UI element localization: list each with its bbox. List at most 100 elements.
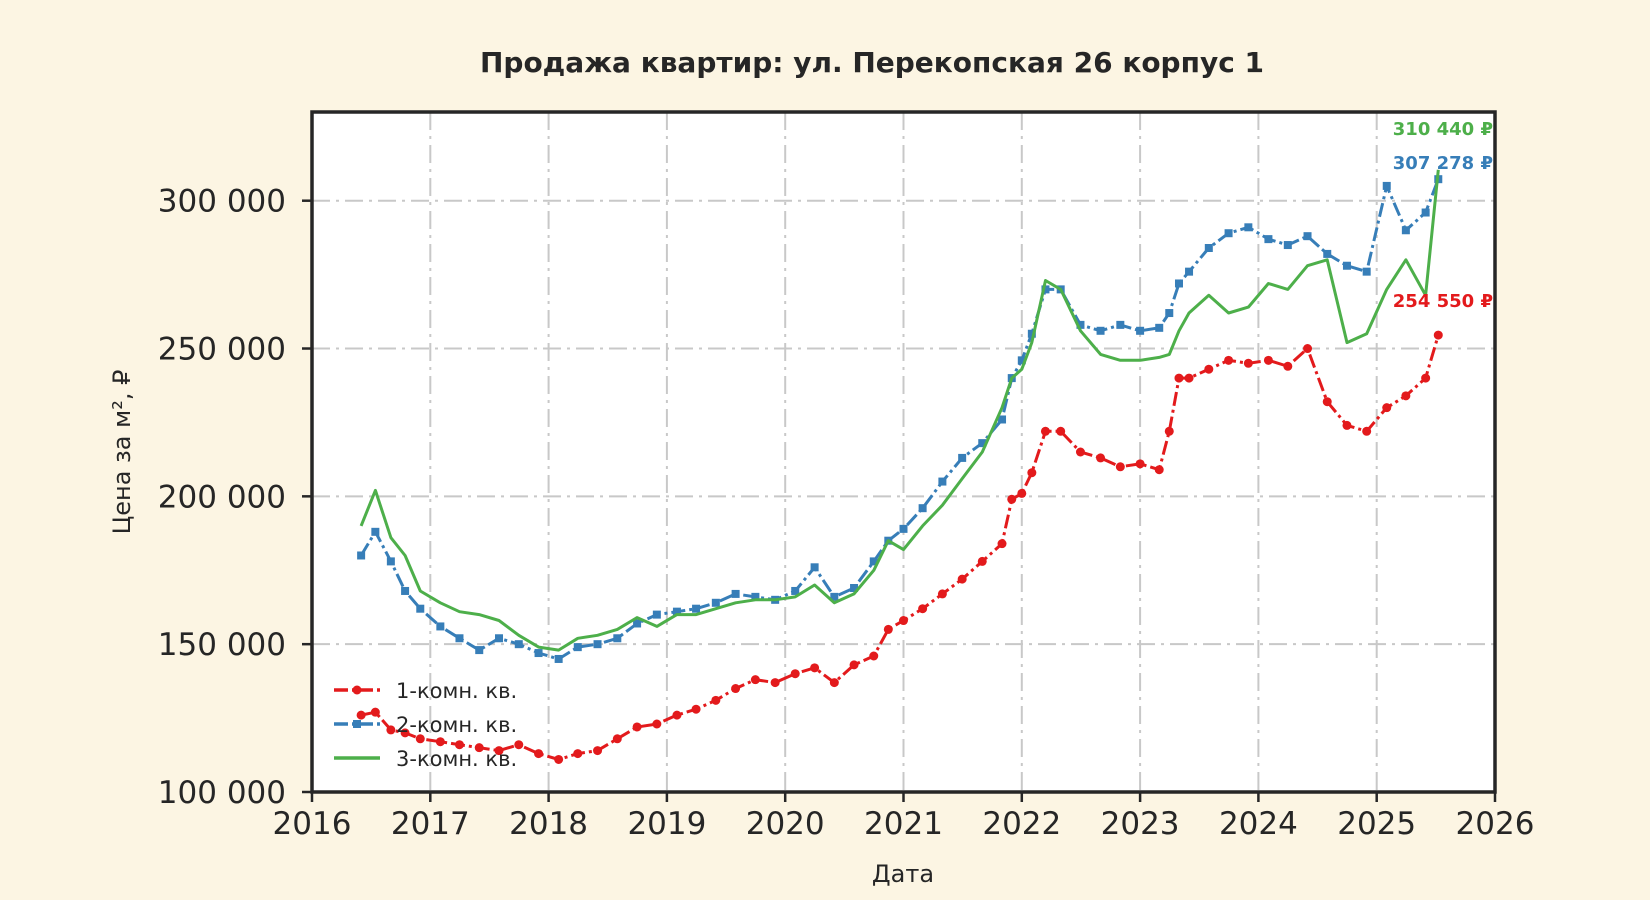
point-2-room <box>1017 356 1026 365</box>
point-1-room <box>1224 355 1234 365</box>
point-2-room <box>386 557 395 566</box>
series-line-3-room <box>359 169 1440 652</box>
y-tick-label: 200 000 <box>158 479 286 515</box>
point-1-room <box>386 725 396 735</box>
point-1-room <box>1204 364 1214 374</box>
point-1-room <box>632 722 642 732</box>
point-1-room <box>534 749 544 759</box>
x-tick-label: 2025 <box>1337 806 1416 842</box>
point-1-room <box>1283 361 1293 371</box>
point-1-room <box>1115 462 1125 472</box>
point-1-room <box>1322 397 1332 407</box>
x-tick-label: 2023 <box>1101 806 1180 842</box>
point-2-room <box>978 439 987 448</box>
y-tick-label: 100 000 <box>158 775 286 811</box>
point-1-room <box>1401 391 1411 401</box>
point-2-room <box>1283 241 1292 250</box>
point-1-room <box>1174 373 1184 383</box>
point-1-room <box>1154 465 1164 475</box>
point-2-room <box>357 551 366 560</box>
end-label-1-room: 254 550 ₽ <box>1393 291 1493 312</box>
point-2-room <box>1401 226 1410 235</box>
point-1-room <box>1017 488 1027 498</box>
point-1-room <box>1433 330 1443 340</box>
x-tick-label: 2020 <box>746 806 825 842</box>
point-1-room <box>869 651 879 661</box>
point-1-room <box>731 684 741 694</box>
point-2-room <box>1382 181 1391 190</box>
x-tick-label: 2019 <box>627 806 706 842</box>
point-1-room <box>370 707 380 717</box>
point-2-room <box>436 622 445 631</box>
point-1-room <box>1303 344 1313 354</box>
point-2-room <box>1303 232 1312 241</box>
axis-ticks: 2016 2017 2018 2019 2020 2021 2022 2023 2024 2025… <box>158 184 1535 842</box>
point-2-room <box>1027 329 1036 338</box>
point-1-room <box>957 574 967 584</box>
point-1-room <box>435 737 445 747</box>
point-2-room <box>455 634 464 643</box>
point-1-room <box>652 719 662 729</box>
point-1-room <box>494 746 504 756</box>
point-2-room <box>1116 320 1125 329</box>
point-1-room <box>977 556 987 566</box>
point-1-room <box>1382 403 1392 413</box>
point-2-room <box>869 557 878 566</box>
point-1-room <box>1164 426 1174 436</box>
point-2-room <box>692 604 701 613</box>
point-2-room <box>1244 223 1253 232</box>
point-2-room <box>416 604 425 613</box>
point-1-room <box>1243 358 1253 368</box>
point-1-room <box>937 589 947 599</box>
point-1-room <box>918 604 928 614</box>
point-2-room <box>514 640 523 649</box>
point-2-room <box>899 524 908 533</box>
point-2-room <box>652 610 661 619</box>
x-tick-label: 2024 <box>1219 806 1298 842</box>
point-1-room <box>883 624 893 634</box>
point-2-room <box>1165 309 1174 318</box>
point-2-room <box>791 586 800 595</box>
point-1-room <box>1421 373 1431 383</box>
point-1-room <box>810 663 820 673</box>
point-1-room <box>612 734 622 744</box>
y-tick-label: 250 000 <box>158 332 286 368</box>
point-2-room <box>810 563 819 572</box>
point-2-room <box>475 646 484 655</box>
point-1-room <box>691 704 701 714</box>
point-2-room <box>593 640 602 649</box>
point-1-room <box>997 539 1007 549</box>
x-tick-label: 2026 <box>1456 806 1535 842</box>
x-tick-label: 2022 <box>982 806 1061 842</box>
point-2-room <box>554 654 563 663</box>
point-1-room <box>899 616 908 626</box>
point-2-room <box>1323 249 1332 258</box>
point-2-room <box>1041 285 1050 294</box>
end-label-2-room: 307 278 ₽ <box>1393 153 1493 174</box>
point-2-room <box>1204 244 1213 252</box>
point-1-room <box>400 728 410 738</box>
x-tick-label: 2021 <box>864 806 943 842</box>
point-2-room <box>998 415 1007 424</box>
y-tick-label: 300 000 <box>158 184 286 220</box>
y-axis-label: Цена за м², ₽ <box>108 370 136 535</box>
point-1-room <box>672 710 682 720</box>
series-layer <box>356 169 1443 764</box>
legend-label-1-room: 1-комн. кв. <box>396 679 517 703</box>
point-2-room <box>1096 326 1105 335</box>
point-2-room <box>1076 320 1085 329</box>
point-1-room <box>711 695 721 705</box>
point-1-room <box>1056 426 1066 436</box>
point-2-room <box>830 592 839 601</box>
point-2-room <box>613 634 622 643</box>
point-1-room <box>1135 459 1145 469</box>
point-2-room <box>1185 267 1194 276</box>
point-2-room <box>731 589 740 598</box>
legend-label-3-room: 3-комн. кв. <box>396 747 517 771</box>
grid-lines <box>312 112 1495 792</box>
point-2-room <box>751 592 760 601</box>
point-1-room <box>1027 468 1037 478</box>
y-tick-label: 150 000 <box>158 627 286 663</box>
point-1-room <box>415 734 425 744</box>
